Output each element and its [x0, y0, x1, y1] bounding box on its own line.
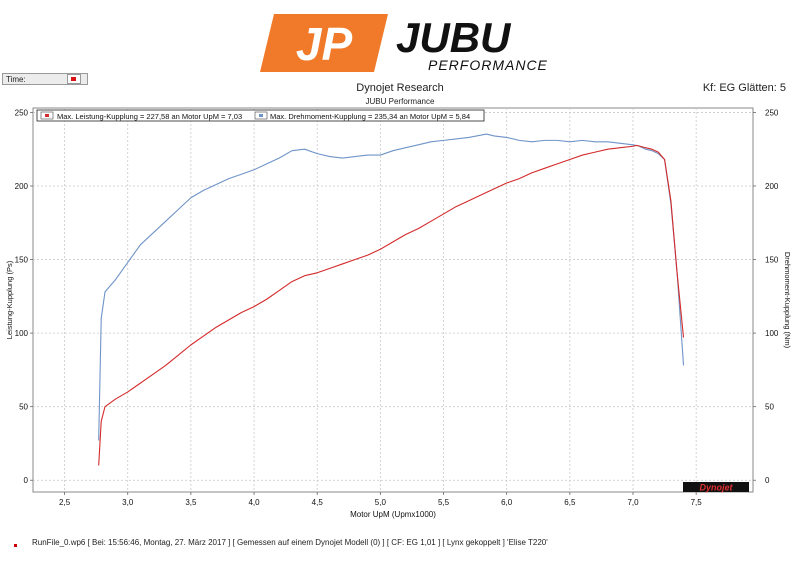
- power-series-line: [98, 144, 685, 466]
- y-axis-label-left: Leistung-Kupplung (Ps): [5, 260, 14, 339]
- y-tick-label-right: 100: [765, 329, 779, 338]
- legend: Max. Leistung-Kupplung = 227,58 an Motor…: [36, 109, 485, 122]
- logo-orange-badge: [260, 14, 388, 72]
- logo-tagline-text: PERFORMANCE: [428, 57, 548, 73]
- logo-brand-text: JUBU: [396, 14, 512, 61]
- y-tick-label-left: 0: [24, 476, 29, 485]
- time-field[interactable]: Time:: [2, 73, 88, 85]
- y-tick-label-left: 200: [15, 182, 29, 191]
- torque-series-line: [98, 133, 685, 441]
- footer-marker-icon: [14, 544, 17, 547]
- y-tick-label-right: 0: [765, 476, 770, 485]
- y-axis-label-right: Drehmoment-Kupplung (Nm): [783, 252, 792, 349]
- run-file-info: RunFile_0.wp6 [ Bei: 15:56:46, Montag, 2…: [32, 538, 548, 547]
- y-tick-label-right: 200: [765, 182, 779, 191]
- x-tick-label: 3,5: [185, 498, 197, 507]
- time-label: Time:: [6, 75, 26, 84]
- time-marker-icon[interactable]: [67, 74, 81, 84]
- x-tick-label: 7,5: [691, 498, 703, 507]
- x-tick-label: 6,0: [501, 498, 513, 507]
- jubu-logo: JP JUBU PERFORMANCE: [260, 14, 548, 73]
- x-tick-label: 6,5: [564, 498, 576, 507]
- axes: 2,5 3,0 3,5 4,0 4,5 5,0 5,5 6,0 6,5 7,0 7,5 0 0 50 50 1…: [15, 108, 779, 507]
- smoothing-label: Kf: EG Glätten: 5: [702, 82, 786, 94]
- x-tick-label: 5,0: [375, 498, 387, 507]
- x-tick-label: 2,5: [59, 498, 71, 507]
- x-tick-label: 4,5: [312, 498, 324, 507]
- plot-area: [32, 107, 754, 493]
- y-tick-label-right: 50: [765, 403, 774, 412]
- y-tick-label-left: 150: [15, 256, 29, 265]
- x-tick-label: 4,0: [248, 498, 260, 507]
- y-tick-label-left: 250: [15, 108, 29, 117]
- y-tick-label-left: 100: [15, 329, 29, 338]
- legend-power-label: Max. Leistung-Kupplung = 227,58 an Motor…: [57, 112, 242, 121]
- y-tick-label-left: 50: [19, 403, 28, 412]
- legend-torque-swatch-fill: [259, 114, 263, 117]
- logo-jp-text: JP: [296, 18, 353, 70]
- x-tick-label: 5,5: [438, 498, 450, 507]
- x-tick-label: 3,0: [122, 498, 134, 507]
- app-subtitle: JUBU Performance: [365, 97, 435, 106]
- app-title: Dynojet Research: [356, 82, 444, 94]
- watermark-bg: [683, 482, 749, 492]
- dynojet-watermark: Dynojet: [683, 482, 749, 493]
- watermark-text: Dynojet: [699, 483, 733, 493]
- series: [98, 133, 685, 466]
- legend-torque-label: Max. Drehmoment-Kupplung = 235,34 an Mot…: [270, 112, 470, 121]
- y-tick-label-right: 250: [765, 108, 779, 117]
- x-axis-label: Motor UpM (Upmx1000): [350, 510, 436, 519]
- grid: [33, 108, 753, 492]
- y-tick-label-right: 150: [765, 256, 779, 265]
- x-tick-label: 7,0: [627, 498, 639, 507]
- legend-power-swatch-fill: [45, 114, 49, 117]
